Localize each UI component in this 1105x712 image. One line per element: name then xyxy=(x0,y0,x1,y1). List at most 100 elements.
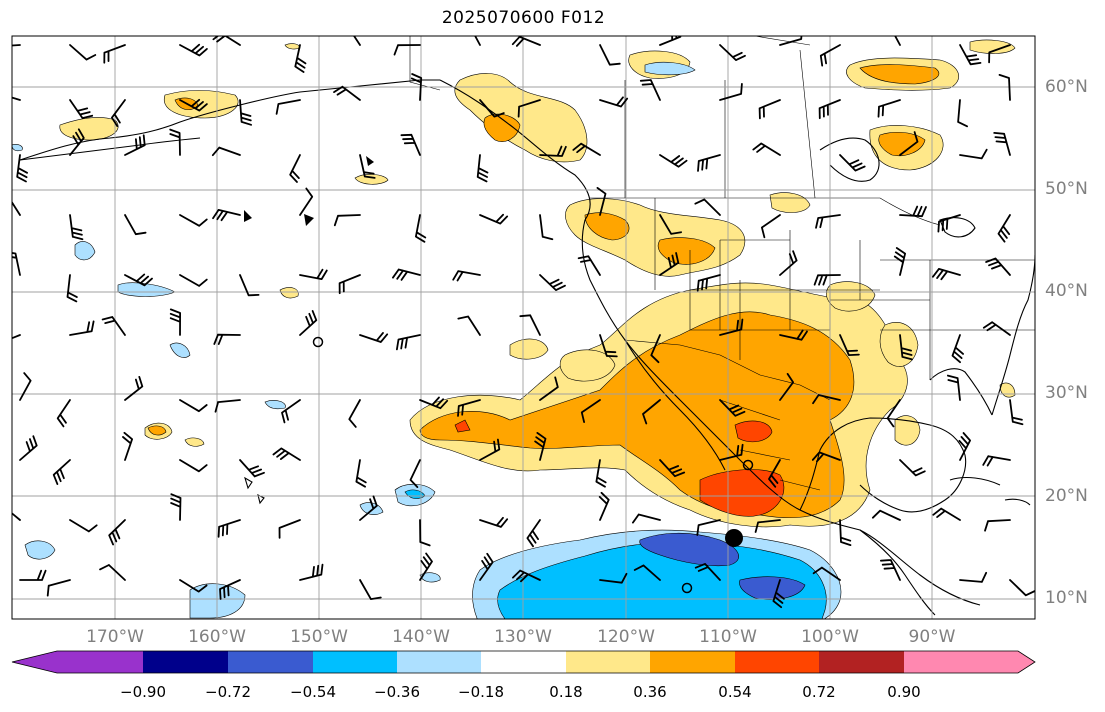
colorbar-tick-label: 0.54 xyxy=(718,683,752,701)
canadian-provinces xyxy=(624,36,816,199)
contour-tropics-royal xyxy=(639,532,739,567)
wind-barb xyxy=(539,274,566,291)
wind-barb xyxy=(512,569,541,583)
contour-gulf-yellow xyxy=(894,415,921,446)
wind-barb xyxy=(694,563,721,581)
lon-label-160W: 160°W xyxy=(188,627,246,647)
wind-barb xyxy=(984,519,1011,532)
wind-barb xyxy=(993,132,1011,156)
colorbar-extend-high xyxy=(1018,651,1035,673)
map-frame xyxy=(11,35,1036,620)
wind-barb xyxy=(101,316,126,336)
wind-barb xyxy=(289,154,301,183)
wind-barb xyxy=(12,512,21,521)
wind-barb xyxy=(599,44,621,66)
wind-barb xyxy=(768,459,781,488)
colorbar-tick-label: −0.18 xyxy=(458,683,504,701)
wind-barb xyxy=(19,372,32,401)
wind-barb xyxy=(353,36,361,46)
wind-barb xyxy=(179,399,208,413)
wind-barbs xyxy=(12,36,1035,609)
lat-label-10N: 10°N xyxy=(1045,588,1088,608)
wind-barb xyxy=(894,36,901,46)
contour-small-orange xyxy=(147,425,167,436)
wind-barb xyxy=(19,435,38,461)
wind-barb xyxy=(534,432,547,461)
wind-barb xyxy=(272,447,301,461)
wind-barb xyxy=(633,564,661,581)
coastlines xyxy=(19,79,1035,616)
wind-barb xyxy=(937,214,961,233)
contour-plume-red-1 xyxy=(699,469,785,517)
colorbar-segment xyxy=(228,651,313,673)
contour-canada-orange-1 xyxy=(483,113,521,142)
contour-tropics-blue xyxy=(497,541,827,619)
lon-label-90W: 90°W xyxy=(908,627,956,647)
wind-barb xyxy=(66,274,78,303)
wind-barb xyxy=(1009,399,1024,426)
colorbar-segment xyxy=(397,651,481,673)
wind-barb xyxy=(959,44,982,66)
wind-barb xyxy=(932,268,961,281)
wind-barb xyxy=(761,214,781,239)
wind-barb xyxy=(696,274,721,292)
wind-barb xyxy=(659,459,686,478)
wind-barb xyxy=(294,44,307,73)
wind-barb xyxy=(958,432,971,461)
wind-barb xyxy=(899,459,926,477)
contour-blue-9 xyxy=(419,572,441,583)
wind-barb xyxy=(659,252,680,276)
wind-barb xyxy=(947,374,961,401)
wind-barb xyxy=(893,247,906,276)
wind-barb xyxy=(959,571,988,583)
west-coast-na xyxy=(439,79,981,606)
wind-barb xyxy=(124,376,144,401)
negative-anomaly-contours xyxy=(12,61,842,619)
political-borders xyxy=(409,36,1035,491)
wind-barb xyxy=(46,579,71,597)
colorbar-segment xyxy=(566,651,650,673)
calm-wind-circle xyxy=(742,459,754,471)
wind-barb xyxy=(650,334,661,364)
baja-california xyxy=(624,339,726,471)
wind-barb xyxy=(359,332,389,343)
wind-barb xyxy=(212,209,241,222)
wind-barb xyxy=(69,519,98,533)
contour-tropics-royal-2 xyxy=(739,576,806,600)
wind-barb xyxy=(69,99,94,119)
wind-barb xyxy=(998,74,1011,101)
colorbar-segment xyxy=(735,651,819,673)
contour-canada-yellow-1 xyxy=(454,73,588,163)
wind-barb xyxy=(959,148,988,160)
center-marker-dot xyxy=(725,529,743,547)
wind-barb xyxy=(12,334,21,340)
wind-barb xyxy=(997,214,1011,243)
wind-barb xyxy=(479,438,501,461)
wind-barb xyxy=(758,99,781,120)
wind-barb xyxy=(659,36,682,46)
colorbar-tick-label: −0.90 xyxy=(120,683,166,701)
lat-label-40N: 40°N xyxy=(1045,281,1088,301)
wind-barb xyxy=(599,96,629,108)
lat-label-30N: 30°N xyxy=(1045,383,1088,403)
wind-barb xyxy=(299,268,328,280)
colorbar-tick-label: 0.72 xyxy=(802,683,836,701)
wind-barb xyxy=(779,250,798,276)
wind-barb xyxy=(400,133,421,156)
graticule xyxy=(12,36,1035,619)
wind-barb xyxy=(519,314,541,336)
wind-barb xyxy=(719,443,744,461)
wind-barb xyxy=(812,566,841,581)
wind-barb xyxy=(12,44,21,47)
wind-barb xyxy=(752,142,781,156)
wind-barb xyxy=(957,99,968,128)
wind-barb xyxy=(719,318,744,336)
florida xyxy=(929,368,993,416)
positive-anomaly-contours xyxy=(59,39,1016,528)
contour-blue-2 xyxy=(24,540,56,560)
wind-barb xyxy=(659,214,682,235)
wind-barb xyxy=(338,274,361,295)
wind-barb xyxy=(179,579,208,593)
map-title: 2025070600 F012 xyxy=(441,8,606,28)
contour-mid-yellow-1 xyxy=(559,349,616,382)
